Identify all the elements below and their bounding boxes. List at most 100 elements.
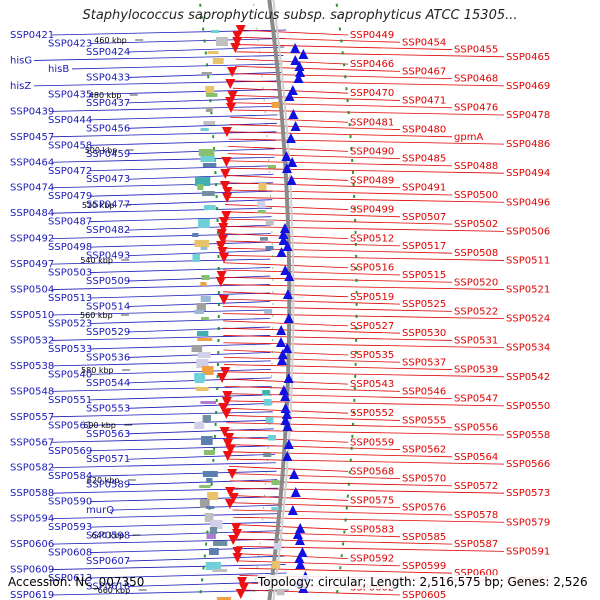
reverse-gene-label[interactable]: hisG [10,55,32,66]
reverse-gene-label[interactable]: SSP0435 [48,89,92,100]
forward-gene-label[interactable]: SSP0600 [454,568,498,579]
forward-gene-label[interactable]: SSP0522 [454,306,498,317]
reverse-gene-label[interactable]: SSP0510 [10,310,54,321]
forward-gene-label[interactable]: SSP0500 [454,190,498,201]
forward-gene-label[interactable]: SSP0558 [506,430,550,441]
reverse-gene-label[interactable]: SSP0589 [86,480,130,491]
forward-gene-label[interactable]: SSP0591 [506,546,550,557]
forward-gene-label[interactable]: SSP0566 [506,459,550,470]
forward-gene-label[interactable]: SSP0520 [454,277,498,288]
forward-gene-label[interactable]: SSP0489 [350,175,394,186]
reverse-gene-label[interactable]: SSP0492 [10,234,54,245]
reverse-gene-label[interactable]: SSP0588 [10,488,54,499]
forward-gene-label[interactable]: SSP0524 [506,314,550,325]
forward-gene-label[interactable]: SSP0454 [402,37,446,48]
reverse-gene-label[interactable]: SSP0553 [86,403,130,414]
reverse-gene-label[interactable]: SSP0571 [86,454,130,465]
reverse-gene-label[interactable]: SSP0532 [10,335,54,346]
reverse-gene-label[interactable]: SSP0482 [86,225,130,236]
reverse-gene-label[interactable]: SSP0423 [48,38,92,49]
reverse-gene-label[interactable]: SSP0594 [10,514,54,525]
reverse-gene-label[interactable]: SSP0497 [10,259,54,270]
reverse-gene-label[interactable]: SSP0472 [48,166,92,177]
reverse-gene-label[interactable]: SSP0498 [48,242,92,253]
forward-gene-label[interactable]: SSP0531 [454,335,498,346]
forward-gene-label[interactable]: SSP0562 [402,445,446,456]
reverse-gene-label[interactable]: SSP0513 [48,293,92,304]
reverse-gene-label[interactable]: SSP0456 [86,123,130,134]
forward-gene-label[interactable]: SSP0486 [506,139,550,150]
reverse-gene-label[interactable]: SSP0437 [86,98,130,109]
forward-gene-label[interactable]: SSP0478 [506,110,550,121]
forward-gene-label[interactable]: SSP0537 [402,357,446,368]
reverse-gene-label[interactable]: SSP0439 [10,106,54,117]
forward-gene-label[interactable]: SSP0499 [350,205,394,216]
forward-gene-label[interactable]: SSP0519 [350,292,394,303]
reverse-gene-label[interactable]: hisB [48,64,69,75]
forward-gene-label[interactable]: SSP0491 [402,183,446,194]
forward-gene-label[interactable]: SSP0496 [506,197,550,208]
forward-gene-label[interactable]: SSP0488 [454,161,498,172]
forward-gene-label[interactable]: SSP0568 [350,466,394,477]
reverse-gene-label[interactable]: SSP0464 [10,157,54,168]
forward-gene-label[interactable]: SSP0494 [506,168,550,179]
forward-gene-label[interactable]: SSP0583 [350,525,394,536]
reverse-gene-label[interactable]: SSP0474 [10,183,54,194]
forward-gene-label[interactable]: SSP0449 [350,30,394,41]
forward-gene-label[interactable]: SSP0469 [506,81,550,92]
reverse-gene-label[interactable]: SSP0433 [86,72,130,83]
forward-gene-label[interactable]: SSP0564 [454,452,498,463]
reverse-gene-label[interactable]: SSP0590 [48,497,92,508]
forward-gene-label[interactable]: SSP0480 [402,125,446,136]
forward-gene-label[interactable]: SSP0573 [506,488,550,499]
reverse-gene-label[interactable]: SSP0503 [48,268,92,279]
reverse-gene-label[interactable]: SSP0487 [48,217,92,228]
forward-gene-label[interactable]: SSP0546 [402,386,446,397]
forward-gene-label[interactable]: SSP0556 [454,423,498,434]
forward-gene-label[interactable]: SSP0502 [454,219,498,230]
forward-gene-label[interactable]: SSP0575 [350,495,394,506]
forward-gene-label[interactable]: gpmA [454,132,483,143]
forward-gene-label[interactable]: SSP0508 [454,248,498,259]
forward-gene-label[interactable]: SSP0539 [454,365,498,376]
reverse-gene-label[interactable]: SSP0607 [86,556,130,567]
forward-gene-label[interactable]: SSP0542 [506,372,550,383]
reverse-gene-label[interactable]: SSP0557 [10,412,54,423]
forward-gene-label[interactable]: SSP0530 [402,328,446,339]
reverse-gene-label[interactable]: SSP0444 [48,115,92,126]
reverse-gene-label[interactable]: SSP0533 [48,344,92,355]
reverse-gene-label[interactable]: SSP0493 [86,251,130,262]
reverse-gene-label[interactable]: SSP0613 [48,573,92,584]
reverse-gene-label[interactable]: SSP0473 [86,174,130,185]
reverse-gene-label[interactable]: SSP0598 [86,531,130,542]
reverse-gene-label[interactable]: SSP0484 [10,208,54,219]
reverse-gene-label[interactable]: SSP0540 [48,369,92,380]
forward-gene-label[interactable]: SSP0515 [402,270,446,281]
forward-gene-label[interactable]: SSP0512 [350,234,394,245]
reverse-gene-label[interactable]: SSP0567 [10,437,54,448]
forward-gene-label[interactable]: SSP0506 [506,226,550,237]
forward-gene-label[interactable]: SSP0525 [402,299,446,310]
forward-gene-label[interactable]: SSP0555 [402,415,446,426]
forward-gene-label[interactable]: SSP0527 [350,321,394,332]
reverse-gene-label[interactable]: SSP0514 [86,302,130,313]
forward-gene-label[interactable]: SSP0572 [454,481,498,492]
forward-gene-label[interactable]: SSP0552 [350,408,394,419]
reverse-gene-label[interactable]: SSP0608 [48,548,92,559]
forward-gene-label[interactable]: SSP0535 [350,350,394,361]
reverse-gene-label[interactable]: SSP0563 [86,429,130,440]
forward-gene-label[interactable]: SSP0543 [350,379,394,390]
forward-gene-label[interactable]: SSP0547 [454,394,498,405]
forward-gene-label[interactable]: SSP0576 [402,503,446,514]
reverse-gene-label[interactable]: SSP0504 [10,285,54,296]
forward-gene-label[interactable]: SSP0516 [350,263,394,274]
reverse-gene-label[interactable]: SSP0536 [86,352,130,363]
forward-gene-label[interactable]: SSP0559 [350,437,394,448]
forward-gene-label[interactable]: SSP0471 [402,95,446,106]
reverse-gene-label[interactable]: SSP0424 [86,47,130,58]
reverse-gene-label[interactable]: SSP0509 [86,276,130,287]
forward-gene-label[interactable]: SSP0466 [350,59,394,70]
reverse-gene-label[interactable]: SSP0619 [10,590,54,600]
reverse-gene-label[interactable]: SSP0618 [86,582,130,593]
reverse-gene-label[interactable]: SSP0561 [48,420,92,431]
